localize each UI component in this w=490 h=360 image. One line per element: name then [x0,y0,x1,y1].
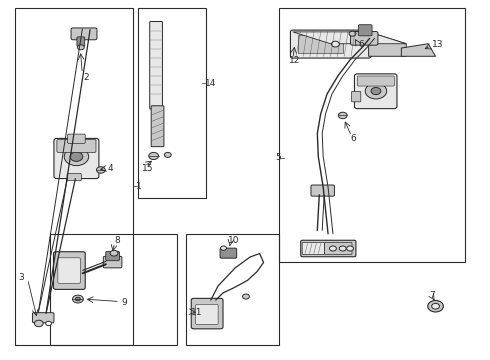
FancyBboxPatch shape [54,138,99,179]
Text: 4: 4 [107,164,113,173]
Text: 2: 2 [84,73,89,82]
Polygon shape [401,44,436,56]
Text: 13: 13 [432,40,443,49]
Circle shape [338,112,347,119]
Text: 1: 1 [136,182,142,191]
FancyBboxPatch shape [57,139,96,152]
FancyBboxPatch shape [358,25,372,36]
Text: 9: 9 [122,298,127,307]
Text: 15: 15 [143,164,154,173]
Text: 6: 6 [350,134,356,143]
Circle shape [77,45,84,50]
FancyBboxPatch shape [68,134,85,143]
Circle shape [164,152,171,157]
Circle shape [75,297,80,301]
Text: 14: 14 [205,79,216,88]
FancyBboxPatch shape [350,32,378,45]
Bar [279,8,465,262]
Circle shape [243,294,249,299]
Circle shape [339,246,346,251]
Circle shape [346,246,353,251]
Circle shape [428,301,443,312]
Text: 10: 10 [228,236,240,245]
FancyBboxPatch shape [325,242,352,255]
FancyBboxPatch shape [77,37,85,46]
FancyBboxPatch shape [71,28,97,40]
Circle shape [349,31,356,36]
Circle shape [220,246,226,250]
Circle shape [34,320,43,327]
FancyBboxPatch shape [311,185,334,196]
Circle shape [97,167,105,173]
FancyBboxPatch shape [301,240,356,257]
Circle shape [432,303,440,309]
FancyBboxPatch shape [357,76,394,86]
FancyBboxPatch shape [151,106,164,147]
FancyBboxPatch shape [351,91,361,102]
Bar [298,36,343,53]
FancyBboxPatch shape [53,252,85,289]
Circle shape [73,295,83,303]
Circle shape [371,87,381,95]
FancyBboxPatch shape [220,248,237,258]
Text: 3: 3 [18,273,24,282]
Circle shape [365,83,387,99]
Text: 12: 12 [289,56,300,65]
FancyBboxPatch shape [354,74,397,109]
Polygon shape [293,32,406,44]
Circle shape [330,246,336,251]
FancyBboxPatch shape [58,258,80,283]
FancyBboxPatch shape [291,30,371,58]
Bar [49,234,176,345]
Circle shape [149,152,159,159]
Bar [15,8,133,345]
Text: 7: 7 [430,291,436,300]
Circle shape [110,250,118,256]
FancyBboxPatch shape [106,251,120,261]
FancyBboxPatch shape [67,174,81,181]
Circle shape [331,41,339,47]
Bar [186,234,279,345]
Text: 5: 5 [275,153,281,162]
FancyBboxPatch shape [150,22,162,109]
Bar [138,8,206,198]
Circle shape [64,148,89,166]
FancyBboxPatch shape [103,256,122,268]
FancyBboxPatch shape [196,305,218,324]
FancyBboxPatch shape [302,242,325,255]
Circle shape [46,321,51,325]
Circle shape [70,152,83,161]
FancyBboxPatch shape [191,298,223,329]
Text: 8: 8 [114,236,120,245]
Text: 6: 6 [358,40,364,49]
Polygon shape [368,32,406,56]
Text: 11: 11 [191,308,203,317]
FancyBboxPatch shape [32,313,54,323]
